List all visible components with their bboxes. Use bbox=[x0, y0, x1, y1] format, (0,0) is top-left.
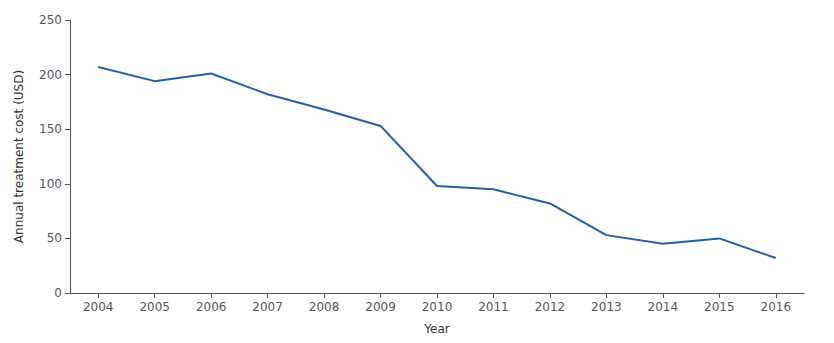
svg-text:250: 250 bbox=[39, 13, 62, 27]
svg-text:Year: Year bbox=[423, 322, 449, 336]
svg-text:2015: 2015 bbox=[704, 300, 735, 314]
svg-text:2004: 2004 bbox=[83, 300, 114, 314]
svg-text:2016: 2016 bbox=[760, 300, 791, 314]
svg-text:2010: 2010 bbox=[422, 300, 453, 314]
svg-text:2014: 2014 bbox=[648, 300, 679, 314]
svg-text:50: 50 bbox=[47, 231, 62, 245]
svg-text:150: 150 bbox=[39, 122, 62, 136]
svg-text:2009: 2009 bbox=[365, 300, 396, 314]
svg-text:Annual treatment cost (USD): Annual treatment cost (USD) bbox=[12, 70, 26, 243]
svg-text:2011: 2011 bbox=[478, 300, 509, 314]
svg-text:2008: 2008 bbox=[309, 300, 340, 314]
svg-text:2006: 2006 bbox=[196, 300, 227, 314]
svg-text:2012: 2012 bbox=[535, 300, 566, 314]
svg-text:2013: 2013 bbox=[591, 300, 622, 314]
svg-text:2007: 2007 bbox=[252, 300, 283, 314]
svg-text:0: 0 bbox=[54, 286, 62, 300]
svg-text:200: 200 bbox=[39, 68, 62, 82]
svg-text:2005: 2005 bbox=[139, 300, 170, 314]
svg-text:100: 100 bbox=[39, 177, 62, 191]
